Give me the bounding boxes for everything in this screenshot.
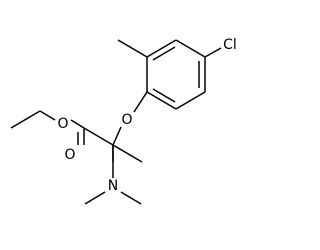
- bond: [39, 110, 56, 121]
- bond: [146, 39, 177, 58]
- bonds: [10, 39, 222, 205]
- atom-label: O: [121, 112, 132, 128]
- bond: [117, 39, 148, 58]
- bond: [175, 39, 206, 58]
- bond: [84, 191, 106, 205]
- atom-label: O: [57, 116, 68, 132]
- atom-label: O: [64, 147, 75, 163]
- bond: [112, 144, 143, 163]
- bond: [152, 88, 176, 103]
- bond: [120, 191, 142, 205]
- molecule: Cl O O O N: [10, 37, 237, 205]
- bond: [146, 91, 177, 110]
- bond: [204, 47, 222, 58]
- atom-label: N: [108, 178, 118, 194]
- bond: [133, 91, 148, 113]
- bond: [112, 126, 122, 146]
- atom-label: Cl: [223, 37, 237, 53]
- bond: [152, 46, 176, 61]
- bond: [175, 91, 206, 110]
- bond: [70, 119, 85, 129]
- bond: [10, 110, 41, 129]
- bond: [83, 127, 114, 146]
